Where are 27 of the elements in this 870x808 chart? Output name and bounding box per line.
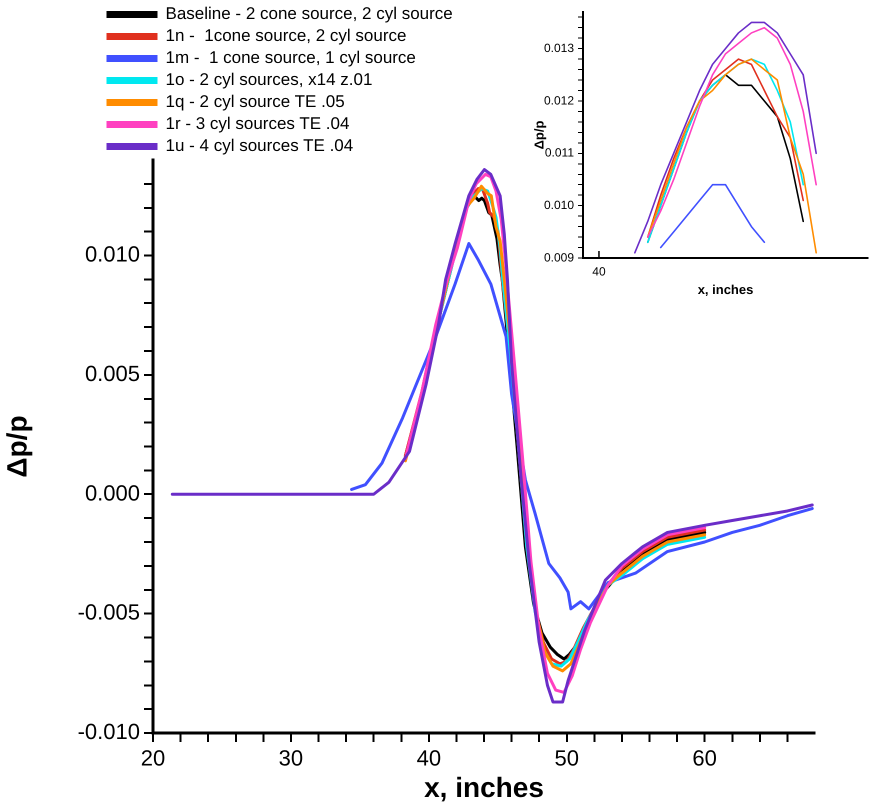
- y-tick-label: 0.012: [544, 93, 574, 108]
- x-axis-title: x, inches: [424, 772, 544, 803]
- legend-label: 1q - 2 cyl source TE .05: [166, 92, 345, 112]
- legend-label: Baseline - 2 cone source, 2 cyl source: [166, 4, 453, 24]
- y-tick-label: 0.011: [544, 146, 574, 160]
- legend-label: 1m - 1 cone source, 1 cyl source: [166, 48, 416, 68]
- annotation: 40: [592, 264, 606, 278]
- legend-label: 1u - 4 cyl sources TE .04: [166, 136, 354, 156]
- y-tick-label: 0.000: [84, 480, 140, 506]
- legend-label: 1n - 1cone source, 2 cyl source: [166, 26, 406, 46]
- x-tick-label: 60: [692, 745, 717, 770]
- y-tick-label: -0.005: [78, 600, 140, 625]
- x-tick-label: 40: [416, 745, 442, 770]
- y-tick-label: 0.013: [544, 40, 574, 55]
- y-tick-label: -0.010: [78, 719, 140, 744]
- y-tick-label: 0.010: [544, 198, 574, 212]
- y-tick-label: 0.010: [84, 242, 140, 267]
- legend-label: 1r - 3 cyl sources TE .04: [166, 114, 350, 134]
- x-tick-label: 20: [140, 745, 166, 770]
- x-tick-label: 30: [278, 745, 304, 770]
- y-axis-title: Δp/p: [2, 415, 33, 478]
- y-axis-title: Δp/p: [531, 120, 546, 150]
- y-tick-label: 0.005: [84, 360, 140, 386]
- y-tick-label: 0.009: [544, 250, 574, 264]
- legend-label: 1o - 2 cyl sources, x14 z.01: [166, 70, 372, 90]
- x-axis-title: x, inches: [698, 282, 754, 297]
- x-tick-label: 50: [554, 745, 579, 770]
